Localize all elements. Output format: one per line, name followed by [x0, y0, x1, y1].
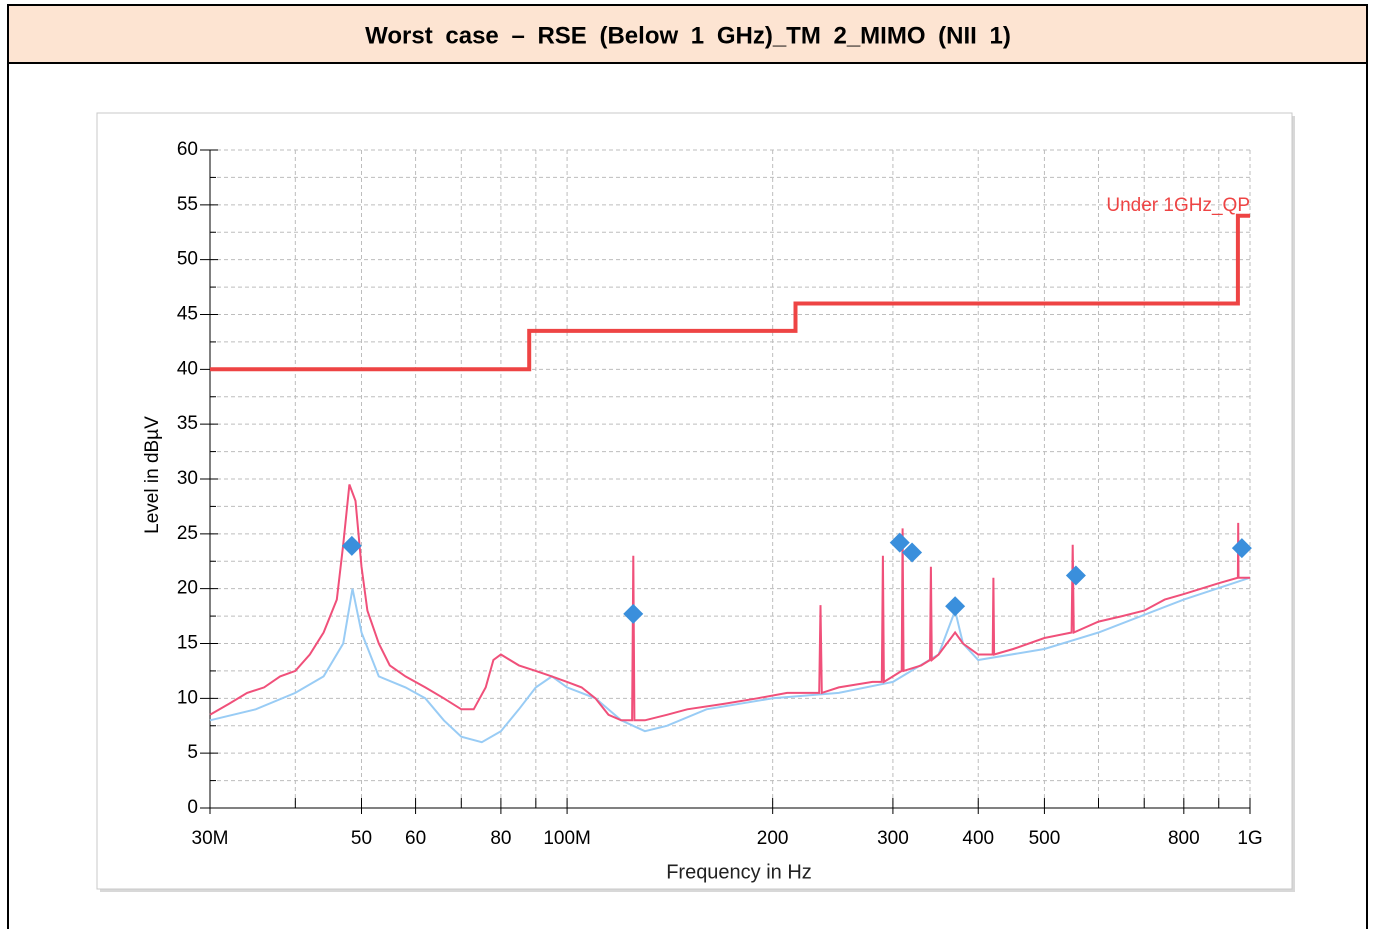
- header-cell: [7, 4, 1368, 64]
- y-tick-label: 30: [177, 468, 198, 489]
- chart: Level in dBµV Frequency in Hz 0 5 10 15 20 25…: [142, 139, 1263, 883]
- data-marker: [945, 596, 966, 617]
- y-tick-label: 25: [177, 523, 198, 544]
- y-tick-label: 15: [177, 633, 198, 654]
- x-tick-label: 30M: [192, 828, 229, 849]
- data-marker: [1065, 565, 1086, 586]
- trace: [209, 484, 1250, 722]
- data-marker: [902, 542, 923, 563]
- x-tick-label: 60: [405, 828, 426, 849]
- y-axis-label: Level in dBµV: [142, 416, 163, 534]
- x-tick-label: 80: [490, 828, 511, 849]
- trace: [209, 576, 1251, 744]
- x-tick-label: 800: [1168, 828, 1200, 849]
- x-axis-label: Frequency in Hz: [666, 861, 812, 883]
- y-tick-label: 5: [187, 742, 198, 763]
- y-tick-label: 10: [177, 687, 198, 708]
- limit-line: [210, 213, 1250, 372]
- x-tick-label: 300: [877, 828, 909, 849]
- x-tick-label: 1G: [1237, 828, 1262, 849]
- header-title: Worst case – RSE (Below 1 GHz)_TM 2_MIMO…: [365, 22, 1011, 49]
- data-marker: [1231, 538, 1252, 559]
- x-tick-label: 100M: [543, 828, 591, 849]
- x-tick-label: 400: [962, 828, 994, 849]
- y-tick-label: 35: [177, 413, 198, 434]
- y-tick-label: 20: [177, 578, 198, 599]
- x-tick-label: 50: [351, 828, 372, 849]
- limit-label: Under 1GHz_QP: [1106, 195, 1250, 216]
- y-tick-label: 40: [177, 358, 198, 379]
- data-marker: [341, 535, 362, 556]
- data-marker: [623, 603, 644, 624]
- chart-panel: [96, 112, 1293, 890]
- y-tick-label: 60: [177, 139, 198, 160]
- y-tick-label: 55: [177, 194, 198, 215]
- x-tick-label: 500: [1029, 828, 1061, 849]
- data-marker: [889, 532, 910, 553]
- x-tick-label: 200: [757, 828, 789, 849]
- y-tick-label: 0: [187, 797, 198, 818]
- y-tick-label: 50: [177, 249, 198, 270]
- y-tick-label: 45: [177, 304, 198, 325]
